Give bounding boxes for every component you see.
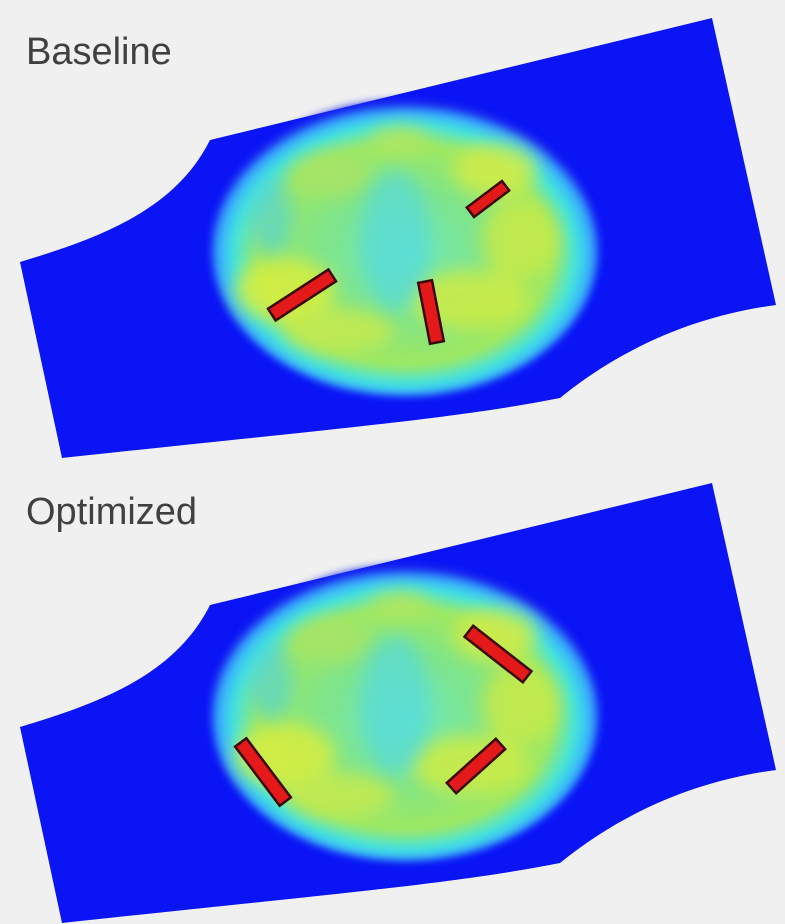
electrode	[416, 278, 446, 346]
heatmap	[20, 18, 776, 458]
electrode	[462, 623, 534, 685]
electrode	[465, 179, 511, 219]
heatmap	[20, 483, 776, 923]
electrode	[445, 736, 507, 796]
electrode	[266, 267, 338, 323]
panel-baseline: Baseline	[20, 18, 776, 458]
panel-label: Optimized	[26, 491, 197, 533]
electrode	[233, 736, 293, 808]
panel-optimized: Optimized	[20, 483, 776, 923]
panel-label: Baseline	[26, 31, 172, 73]
